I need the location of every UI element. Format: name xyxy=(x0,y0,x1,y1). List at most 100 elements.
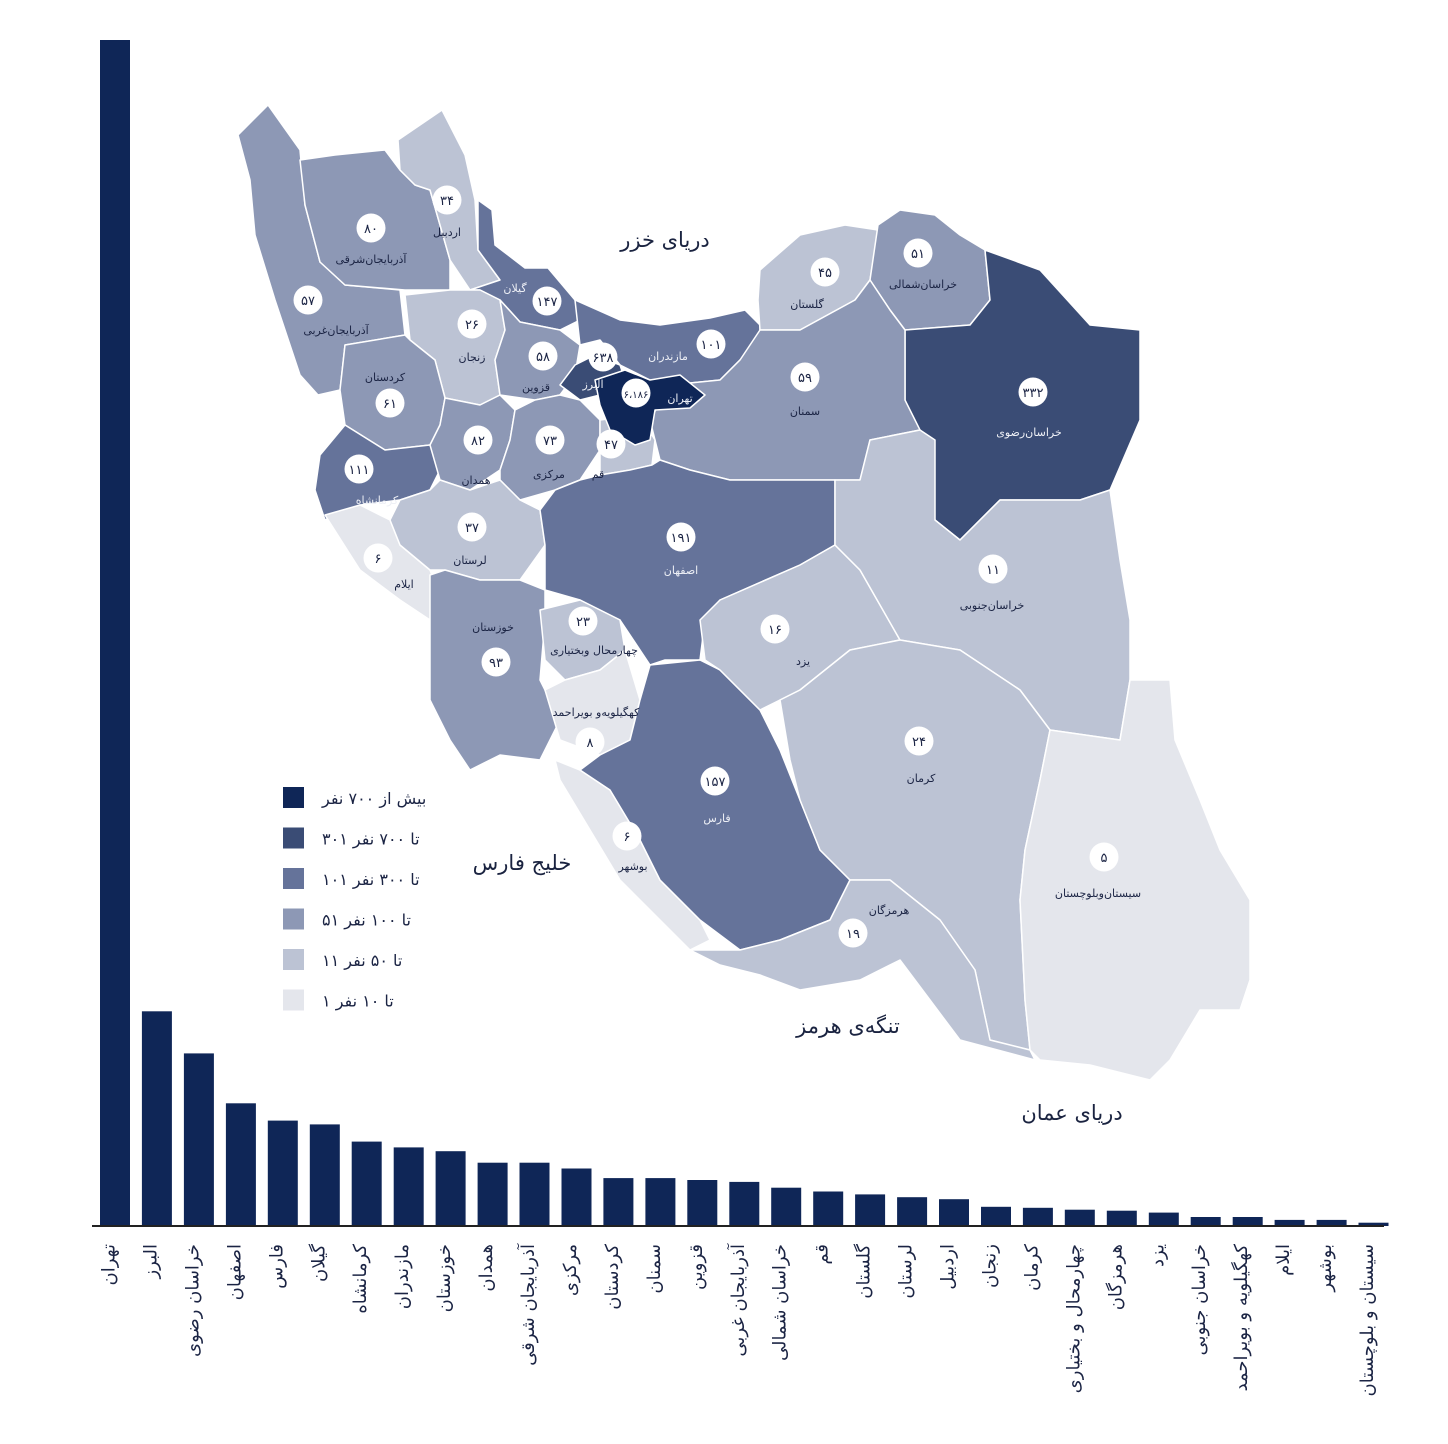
bar-13 xyxy=(603,1178,634,1226)
marker-kerman xyxy=(904,726,934,756)
marker-north-khorasan xyxy=(903,238,933,268)
legend-swatch-4 xyxy=(283,908,304,930)
marker-east-azerbaijan xyxy=(356,213,386,243)
marker-razavi-khorasan xyxy=(1018,377,1048,407)
x-tick-label-29: ایلام xyxy=(1273,1244,1294,1276)
marker-value-zanjan: ۲۶ xyxy=(465,318,479,333)
bar-4 xyxy=(225,1103,256,1226)
marker-zanjan xyxy=(457,309,487,339)
bar-5 xyxy=(267,1120,298,1226)
bar-15 xyxy=(687,1180,718,1226)
x-tick-label-4: اصفهان xyxy=(224,1244,245,1300)
province-name-west-azerbaijan: آذربایجان‌غربی xyxy=(303,323,369,337)
legend-swatch-3 xyxy=(283,868,304,889)
marker-value-qom: ۴۷ xyxy=(604,438,618,453)
x-tick-label-25: هرمزگان xyxy=(1104,1244,1126,1310)
bar-21 xyxy=(939,1199,969,1226)
marker-value-khuzestan: ۹۳ xyxy=(489,656,503,671)
province-name-razavi-khorasan: خراسان‌رضوی xyxy=(996,426,1062,439)
bar-31 xyxy=(1358,1222,1389,1226)
marker-qazvin xyxy=(528,341,558,371)
bar-24 xyxy=(1064,1209,1095,1226)
x-tick-label-16: آذربایجان غربی xyxy=(726,1243,749,1357)
province-name-north-khorasan: خراسان‌شمالی xyxy=(889,278,957,291)
province-name-alborz: البرز xyxy=(581,378,603,391)
x-tick-label-15: قزوین xyxy=(686,1244,707,1290)
province-kerman[interactable] xyxy=(779,639,1051,1051)
bar-22 xyxy=(981,1206,1011,1226)
x-tick-label-24: چهارمحال و بختیاری xyxy=(1063,1244,1084,1393)
bar-9 xyxy=(435,1151,466,1226)
province-name-tehran: تهران xyxy=(667,392,692,405)
bar-23 xyxy=(1022,1207,1053,1226)
bar-12 xyxy=(561,1168,592,1226)
legend-label-4: ۵۱ تا ۱۰۰ نفر xyxy=(322,911,411,931)
bar-6 xyxy=(309,1124,340,1226)
x-tick-label-17: خراسان شمالی xyxy=(770,1244,791,1361)
marker-west-azerbaijan xyxy=(293,285,323,315)
province-sistan[interactable] xyxy=(1019,679,1251,1081)
bar-28 xyxy=(1232,1217,1263,1226)
marker-tehran xyxy=(621,378,651,408)
province-name-zanjan: زنجان xyxy=(459,351,486,364)
caspian-sea-label: دریای خزر xyxy=(619,228,710,252)
marker-kurdistan xyxy=(375,388,405,418)
marker-mazandaran xyxy=(696,329,726,359)
marker-kermanshah xyxy=(344,454,374,484)
x-tick-label-18: قم xyxy=(812,1244,833,1265)
marker-value-south-khorasan: ۱۱ xyxy=(986,563,1000,578)
marker-semnan xyxy=(790,362,820,392)
bar-7 xyxy=(351,1141,382,1226)
legend: بیش از ۷۰۰ نفر ۳۰۱ تا ۷۰۰ نفر ۱۰۱ تا ۳۰۰ ن… xyxy=(283,787,426,1012)
marker-value-semnan: ۵۹ xyxy=(798,371,812,386)
province-name-qom: قم xyxy=(592,468,605,481)
marker-fars xyxy=(700,766,730,796)
hormuz-strait-label: تنگه‌ی هرمز xyxy=(795,1014,900,1038)
marker-chaharmahal xyxy=(568,606,598,636)
legend-swatch-1 xyxy=(283,787,304,808)
marker-value-razavi-khorasan: ۳۳۲ xyxy=(1023,386,1044,401)
marker-value-kerman: ۲۴ xyxy=(912,735,926,750)
marker-value-lorestan: ۳۷ xyxy=(465,521,479,536)
province-name-yazd: یزد xyxy=(796,655,810,668)
x-tick-label-26: یزد xyxy=(1147,1244,1168,1267)
bar-29 xyxy=(1274,1219,1305,1226)
province-name-kurdistan: کردستان xyxy=(365,371,406,384)
x-tick-label-27: خراسان جنوبی xyxy=(1189,1244,1210,1355)
marker-value-yazd: ۱۶ xyxy=(768,623,782,638)
bar-14 xyxy=(645,1178,676,1226)
legend-label-2: ۳۰۱ تا ۷۰۰ نفر xyxy=(322,830,420,850)
bar-20 xyxy=(897,1197,928,1226)
province-name-south-khorasan: خراسان‌جنوبی xyxy=(960,599,1025,612)
marker-gilan xyxy=(532,286,562,316)
bar-16 xyxy=(729,1181,760,1226)
bar-19 xyxy=(855,1194,886,1226)
x-tick-label-30: بوشهر xyxy=(1315,1244,1336,1293)
marker-value-alborz: ۶۳۸ xyxy=(593,351,614,366)
legend-swatch-5 xyxy=(283,949,304,970)
x-tick-label-3: خراسان رضوی xyxy=(182,1244,203,1357)
marker-value-west-azerbaijan: ۵۷ xyxy=(301,294,315,309)
marker-value-kurdistan: ۶۱ xyxy=(383,397,397,412)
province-name-chaharmahal: چهارمحال و‌بختیاری xyxy=(550,644,638,657)
x-tick-label-9: خوزستان xyxy=(434,1244,455,1312)
bar-8 xyxy=(393,1147,424,1226)
x-tick-label-6: گیلان xyxy=(307,1244,329,1282)
marker-value-hamadan: ۸۲ xyxy=(471,434,485,449)
marker-value-ilam: ۶ xyxy=(375,552,382,567)
province-name-gilan: گیلان xyxy=(503,282,527,295)
bar-1 xyxy=(100,40,130,1226)
bar-10 xyxy=(477,1162,508,1226)
marker-sistan xyxy=(1089,842,1119,872)
province-name-bushehr: بوشهر xyxy=(617,860,647,873)
marker-value-hormozgan: ۱۹ xyxy=(846,927,860,942)
marker-value-markazi: ۷۳ xyxy=(543,434,557,449)
marker-bushehr xyxy=(612,821,642,851)
marker-value-north-khorasan: ۵۱ xyxy=(911,247,925,262)
marker-value-chaharmahal: ۲۳ xyxy=(576,615,590,630)
bar-11 xyxy=(519,1162,550,1226)
province-name-east-azerbaijan: آذربایجان‌شرقی xyxy=(336,252,408,266)
x-tick-label-1: تهران xyxy=(99,1244,120,1285)
marker-value-ardabil: ۳۴ xyxy=(440,194,454,209)
